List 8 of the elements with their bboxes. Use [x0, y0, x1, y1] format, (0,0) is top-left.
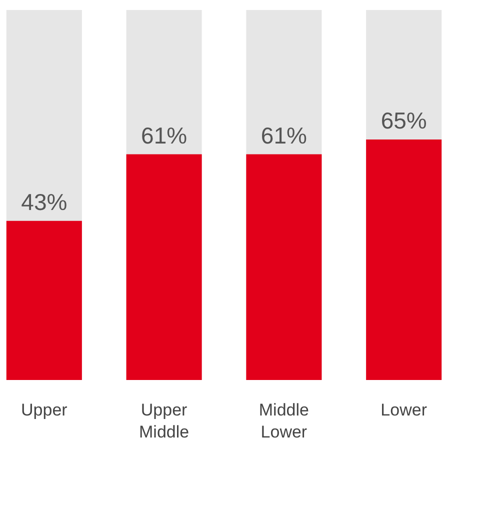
x-tick-label: Lower	[380, 400, 428, 420]
data-label: 65%	[380, 108, 427, 134]
data-label: 61%	[141, 122, 188, 148]
x-tick-label: Upper Middle	[139, 400, 190, 442]
data-label: 61%	[260, 122, 307, 148]
x-tick-label: Middle Lower	[258, 400, 309, 442]
data-label: 43%	[21, 188, 68, 215]
x-tick-label: Upper	[21, 400, 68, 420]
